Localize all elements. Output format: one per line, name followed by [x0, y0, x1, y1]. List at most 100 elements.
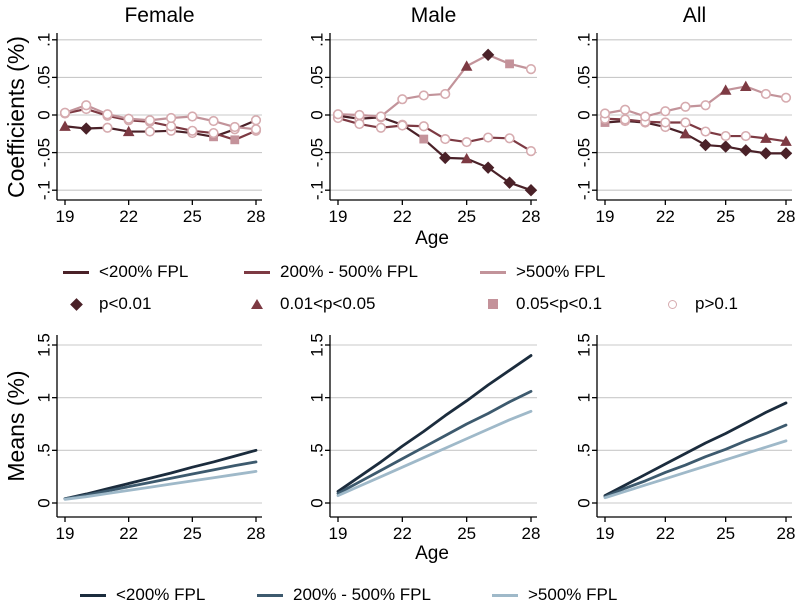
series-line	[603, 401, 788, 498]
circle-marker	[144, 115, 155, 126]
x-tick-label: 22	[393, 524, 412, 543]
y-tick-label: .05	[308, 66, 327, 90]
series-line	[63, 107, 258, 141]
legend-item-p-gt-01: p>0.1	[659, 294, 738, 314]
triangle-marker	[679, 128, 692, 139]
circle-marker	[620, 114, 631, 125]
triangle-marker	[760, 132, 772, 143]
x-tick-label: 25	[457, 207, 476, 226]
y-tick-label: 1	[35, 393, 54, 402]
circle-marker	[397, 120, 408, 131]
diamond-marker	[481, 48, 495, 62]
diamond-marker	[524, 184, 538, 197]
y-tick-label: .05	[35, 66, 54, 90]
diamond-marker	[719, 140, 732, 153]
circle-marker	[720, 130, 731, 142]
circle-marker	[760, 88, 771, 100]
mid-fpl-line-swatch	[244, 270, 270, 274]
circle-marker	[660, 106, 671, 117]
circle-marker	[504, 133, 515, 144]
x-tick-label: 28	[522, 207, 541, 226]
circle-marker	[440, 88, 451, 100]
circle-marker	[59, 107, 71, 118]
circle-marker	[102, 122, 113, 133]
series-line	[336, 409, 533, 498]
diamond-marker	[699, 138, 712, 152]
x-tick-label: 22	[119, 524, 138, 543]
x-tick-label: 19	[329, 207, 348, 226]
means-gt500-line-swatch	[492, 593, 518, 597]
y-tick-label: -.1	[575, 180, 594, 200]
panel-title: Male	[411, 4, 457, 27]
circle-marker	[166, 112, 177, 124]
x-tick-label: 19	[329, 524, 348, 543]
y-tick-label: 0	[35, 110, 54, 119]
series-line	[63, 104, 258, 131]
chart-coefficients-male: .1 .05 0 -.05 -.119 22 25 28 Male	[308, 4, 541, 226]
legend-item-p-001-005: 0.01<p<0.05	[244, 294, 375, 314]
x-tick-label: 22	[393, 207, 412, 226]
circle-marker	[229, 121, 240, 133]
x-tick-label: 25	[716, 524, 735, 543]
circle-marker	[375, 122, 386, 133]
square-marker	[230, 135, 240, 145]
x-tick-label: 28	[777, 524, 796, 543]
triangle-marker-icon	[251, 299, 263, 309]
y-tick-label: 0	[35, 498, 54, 507]
legend-item-means-gt500-fpl: >500% FPL	[492, 585, 617, 605]
legend-label: 200% - 500% FPL	[293, 585, 431, 604]
series-line	[603, 439, 788, 500]
circle-marker	[332, 109, 344, 120]
circle-marker	[187, 125, 198, 136]
panel-title: All	[683, 4, 706, 27]
y-tick-label: 0	[575, 110, 594, 119]
series-line	[336, 389, 533, 495]
x-tick-label: 28	[777, 207, 796, 226]
diamond-marker	[759, 147, 773, 160]
lt200-fpl-line-swatch	[63, 270, 89, 274]
circle-marker	[660, 117, 671, 128]
circle-marker	[418, 90, 429, 101]
x-tick-label: 28	[247, 524, 266, 543]
y-tick-label: 0	[308, 498, 327, 507]
triangle-marker	[460, 152, 473, 164]
circle-marker	[208, 115, 219, 127]
series-line	[336, 114, 533, 192]
y-tick-label: 1	[575, 393, 594, 402]
circle-marker	[599, 108, 611, 119]
series-line	[603, 117, 788, 143]
diamond-marker	[739, 144, 752, 157]
x-tick-label: 19	[596, 207, 615, 226]
series-line	[336, 116, 533, 153]
diamond-marker	[80, 122, 93, 135]
triangle-marker	[719, 84, 732, 95]
triangle-marker	[59, 120, 71, 131]
legend-label: p>0.1	[695, 294, 739, 313]
means-lt200-line-swatch	[80, 593, 106, 597]
circle-marker	[440, 133, 451, 145]
square-marker-icon	[488, 299, 498, 309]
chart-coefficients-all: .1 .05 0 -.05 -.119 22 25 28 All	[575, 4, 796, 226]
circle-marker	[397, 94, 408, 105]
legend-item-200-500-fpl: 200% - 500% FPL	[244, 262, 418, 282]
legend-label: p<0.01	[99, 294, 152, 313]
diamond-marker	[779, 147, 793, 160]
series-line	[603, 119, 788, 155]
y-tick-label: -.05	[575, 138, 594, 167]
x-tick-label: 19	[596, 524, 615, 543]
triangle-marker	[739, 80, 752, 92]
circle-marker	[354, 109, 365, 121]
x-tick-label: 22	[119, 207, 138, 226]
circle-marker	[700, 100, 711, 111]
y-tick-label: -.1	[35, 180, 54, 200]
circle-marker	[525, 64, 537, 75]
y-tick-label: 1.5	[35, 333, 54, 357]
y-tick-label: -.1	[308, 180, 327, 200]
triangle-marker	[780, 135, 792, 146]
y-tick-label: .1	[308, 33, 327, 47]
series-line	[63, 460, 258, 501]
y-tick-label: -.05	[308, 138, 327, 167]
diamond-marker	[481, 161, 495, 174]
